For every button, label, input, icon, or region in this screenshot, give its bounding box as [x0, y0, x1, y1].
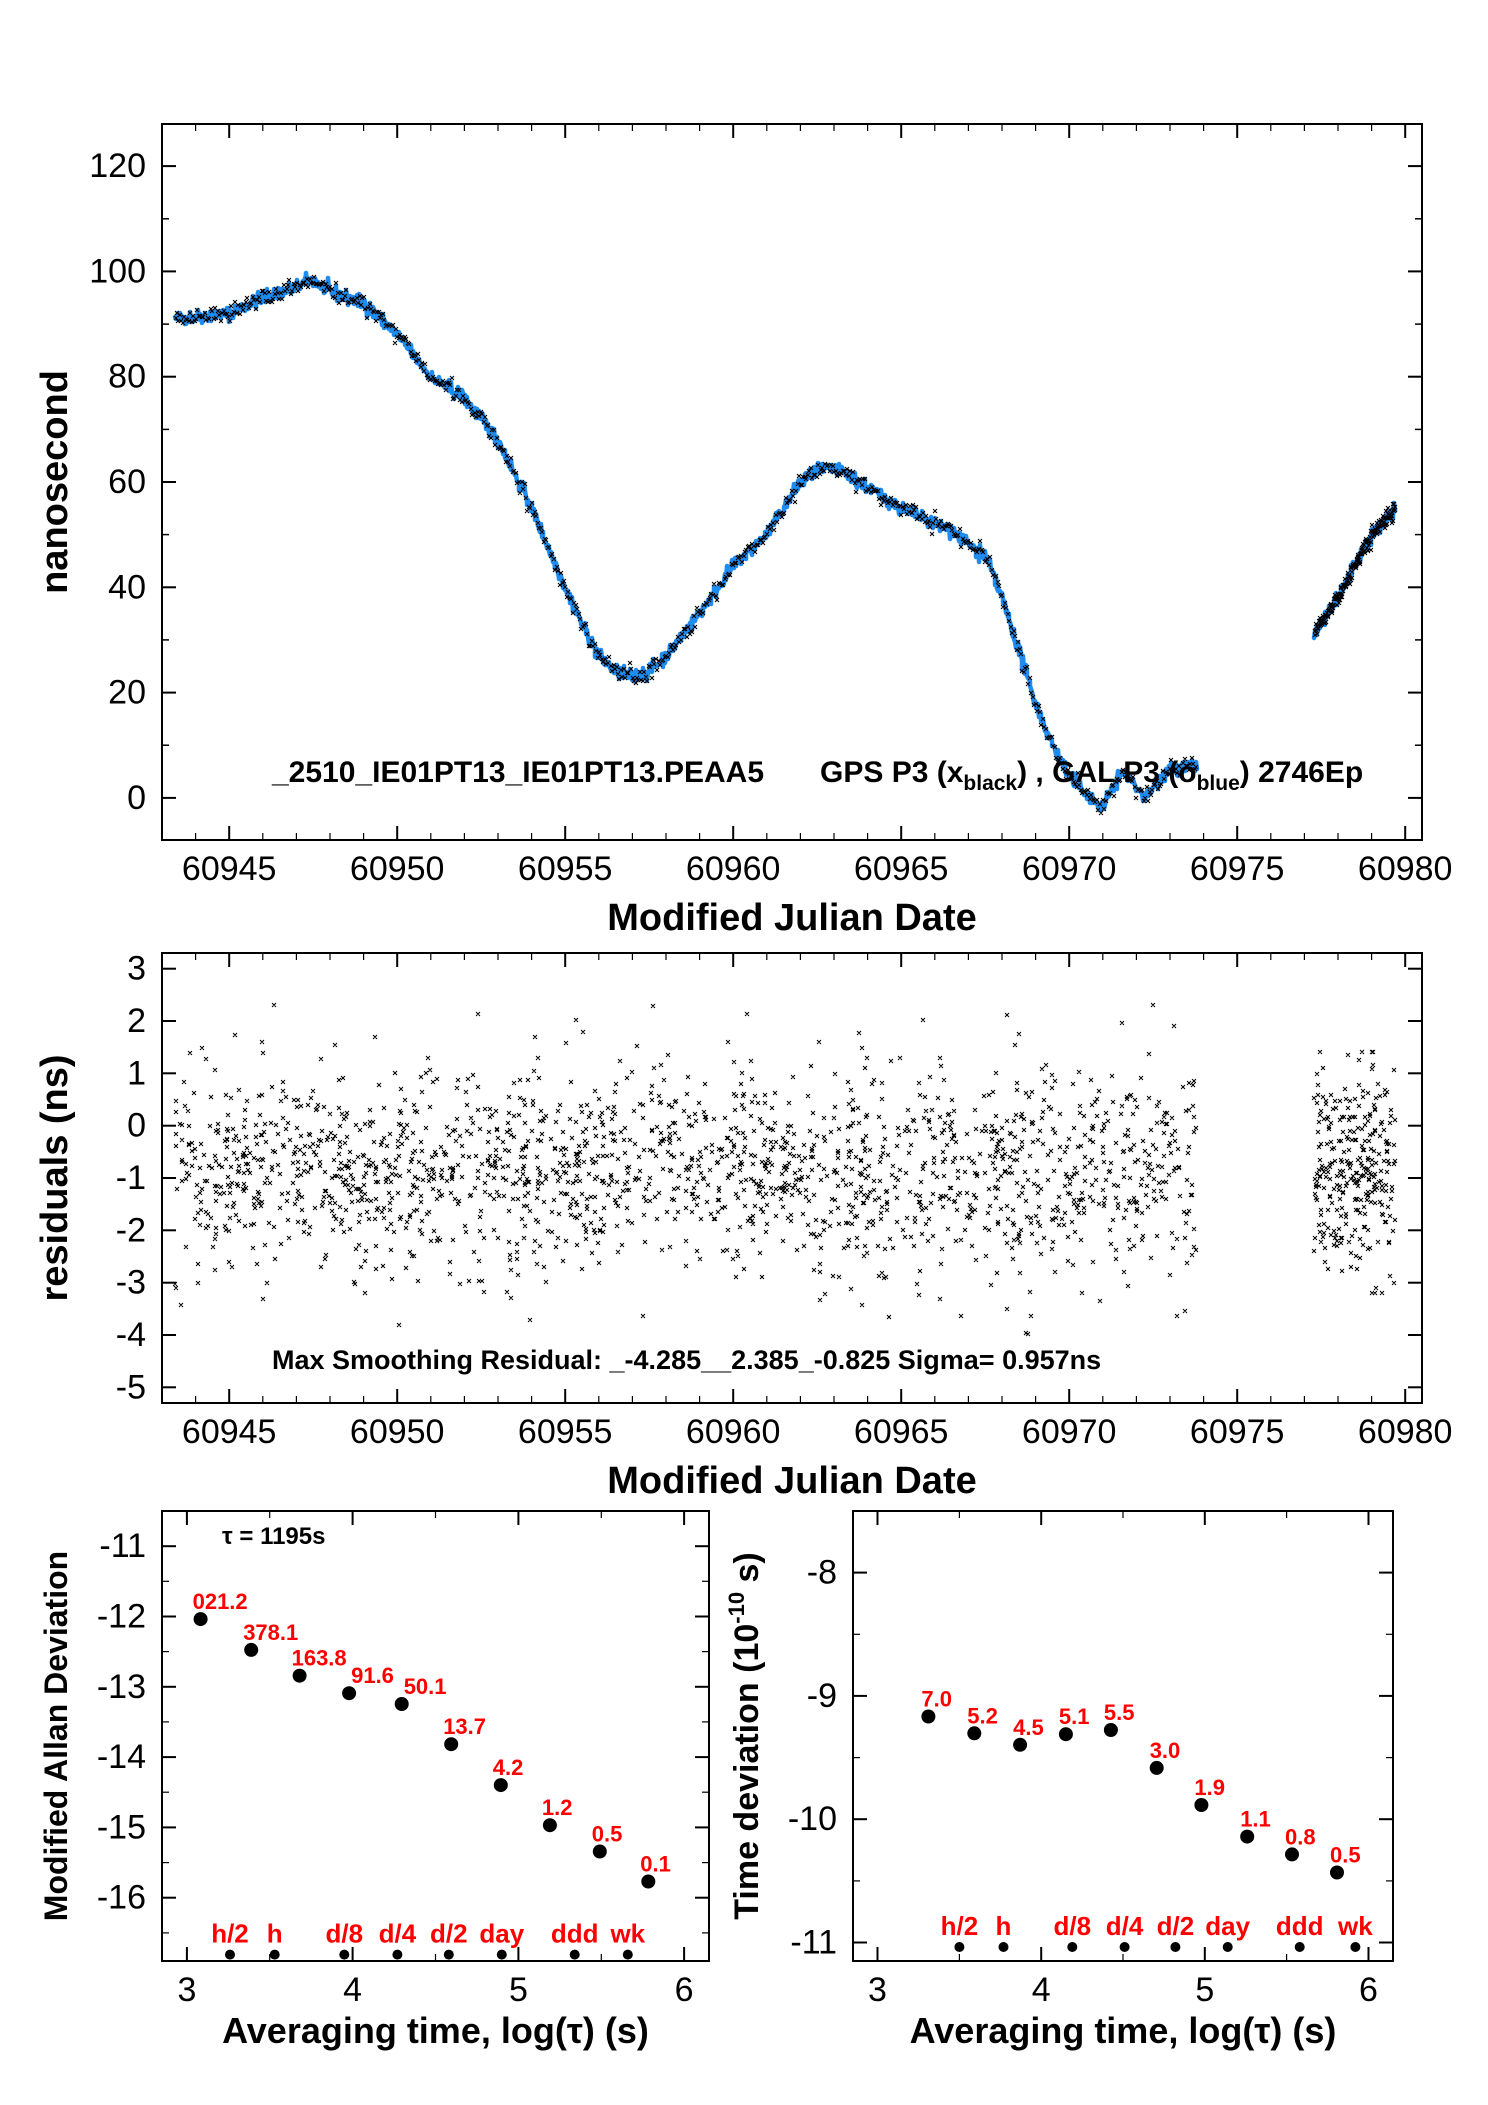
svg-text:0: 0 — [127, 779, 146, 817]
svg-text:-14: -14 — [97, 1738, 146, 1776]
svg-text:nanosecond: nanosecond — [34, 370, 76, 594]
svg-text:4: 4 — [1032, 1971, 1051, 2009]
svg-text:60965: 60965 — [854, 1413, 949, 1451]
svg-text:Max Smoothing Residual: _-4.28: Max Smoothing Residual: _-4.285__2.385_-… — [272, 1345, 1101, 1375]
svg-text:4.5: 4.5 — [1013, 1715, 1044, 1740]
svg-text:residuals (ns): residuals (ns) — [34, 1054, 76, 1301]
svg-text:3: 3 — [868, 1971, 887, 2009]
svg-text:378.1: 378.1 — [243, 1620, 298, 1645]
svg-text:60980: 60980 — [1358, 850, 1453, 888]
svg-text:5: 5 — [1195, 1971, 1214, 2009]
svg-text:5: 5 — [509, 1971, 528, 2009]
svg-text:120: 120 — [89, 147, 146, 185]
svg-text:20: 20 — [108, 674, 146, 712]
svg-text:3: 3 — [127, 950, 146, 988]
svg-text:60950: 60950 — [350, 1413, 445, 1451]
svg-text:-11: -11 — [99, 1527, 146, 1565]
svg-text:60955: 60955 — [518, 1413, 613, 1451]
svg-text:Averaging time, log(τ) (s): Averaging time, log(τ) (s) — [910, 2010, 1337, 2051]
svg-text:60975: 60975 — [1190, 1413, 1285, 1451]
svg-text:60: 60 — [108, 463, 146, 501]
svg-text:d/2: d/2 — [430, 1919, 468, 1949]
svg-text:1.2: 1.2 — [542, 1795, 573, 1820]
svg-text:h: h — [996, 1911, 1012, 1941]
svg-text:d/4: d/4 — [379, 1919, 417, 1949]
svg-text:-5: -5 — [116, 1368, 146, 1406]
svg-text:4: 4 — [343, 1971, 362, 2009]
svg-text:_2510_IE01PT13_IE01PT13.PEAA5: _2510_IE01PT13_IE01PT13.PEAA5 — [271, 756, 764, 789]
svg-text:-12: -12 — [97, 1598, 146, 1636]
svg-text:163.8: 163.8 — [292, 1646, 347, 1671]
svg-text:wk: wk — [1337, 1911, 1373, 1941]
svg-text:-2: -2 — [116, 1211, 146, 1249]
svg-text:60945: 60945 — [182, 850, 277, 888]
svg-text:3: 3 — [177, 1971, 196, 2009]
svg-text:-16: -16 — [97, 1879, 146, 1917]
svg-text:5.5: 5.5 — [1104, 1700, 1135, 1725]
svg-text:d/2: d/2 — [1157, 1911, 1195, 1941]
svg-text:1: 1 — [127, 1054, 146, 1092]
svg-text:ddd: ddd — [551, 1919, 599, 1949]
svg-text:60970: 60970 — [1022, 1413, 1117, 1451]
svg-text:60955: 60955 — [518, 850, 613, 888]
svg-text:40: 40 — [108, 568, 146, 606]
svg-text:0.1: 0.1 — [640, 1852, 671, 1877]
svg-text:d/8: d/8 — [1054, 1911, 1092, 1941]
svg-text:13.7: 13.7 — [443, 1714, 486, 1739]
svg-text:τ = 1195s: τ = 1195s — [222, 1523, 325, 1550]
svg-text:6: 6 — [675, 1971, 694, 2009]
svg-text:d/8: d/8 — [326, 1919, 364, 1949]
svg-text:-3: -3 — [116, 1264, 146, 1302]
svg-text:0.5: 0.5 — [1330, 1843, 1361, 1868]
svg-text:3.0: 3.0 — [1150, 1738, 1181, 1763]
svg-text:-11: -11 — [790, 1924, 837, 1962]
svg-text:-1: -1 — [116, 1159, 146, 1197]
svg-text:5.2: 5.2 — [967, 1703, 998, 1728]
svg-text:6: 6 — [1359, 1971, 1378, 2009]
svg-text:60965: 60965 — [854, 850, 949, 888]
svg-text:60960: 60960 — [686, 1413, 781, 1451]
svg-text:4.2: 4.2 — [493, 1755, 524, 1780]
svg-text:7.0: 7.0 — [921, 1687, 952, 1712]
svg-text:100: 100 — [89, 252, 146, 290]
svg-text:h: h — [267, 1919, 283, 1949]
svg-text:-8: -8 — [807, 1554, 837, 1592]
svg-text:60975: 60975 — [1190, 850, 1285, 888]
svg-text:day: day — [479, 1919, 524, 1949]
svg-text:60950: 60950 — [350, 850, 445, 888]
svg-text:day: day — [1205, 1911, 1250, 1941]
svg-text:h/2: h/2 — [941, 1911, 979, 1941]
svg-text:d/4: d/4 — [1106, 1911, 1144, 1941]
svg-text:-15: -15 — [97, 1808, 146, 1846]
svg-text:0.5: 0.5 — [592, 1822, 623, 1847]
svg-text:h/2: h/2 — [211, 1919, 249, 1949]
svg-text:-10: -10 — [788, 1800, 837, 1838]
svg-text:0: 0 — [127, 1107, 146, 1145]
svg-text:Averaging time, log(τ) (s): Averaging time, log(τ) (s) — [222, 2010, 649, 2051]
svg-text:021.2: 021.2 — [193, 1589, 248, 1614]
svg-text:50.1: 50.1 — [404, 1674, 447, 1699]
svg-text:5.1: 5.1 — [1059, 1704, 1090, 1729]
svg-text:60945: 60945 — [182, 1413, 277, 1451]
svg-text:60980: 60980 — [1358, 1413, 1453, 1451]
svg-text:2: 2 — [127, 1002, 146, 1040]
svg-text:-13: -13 — [97, 1668, 146, 1706]
svg-text:1.9: 1.9 — [1194, 1775, 1225, 1800]
svg-text:wk: wk — [609, 1919, 645, 1949]
svg-text:Modified Julian Date: Modified Julian Date — [607, 897, 976, 939]
svg-text:-9: -9 — [807, 1677, 837, 1715]
svg-text:ddd: ddd — [1276, 1911, 1324, 1941]
svg-text:60970: 60970 — [1022, 850, 1117, 888]
svg-text:1.1: 1.1 — [1240, 1807, 1271, 1832]
svg-text:Modified Allan Deviation: Modified Allan Deviation — [38, 1551, 74, 1921]
svg-text:Modified Julian Date: Modified Julian Date — [607, 1460, 976, 1502]
svg-text:80: 80 — [108, 358, 146, 396]
svg-text:91.6: 91.6 — [351, 1663, 394, 1688]
svg-text:-4: -4 — [116, 1316, 146, 1354]
svg-text:0.8: 0.8 — [1285, 1824, 1316, 1849]
svg-text:60960: 60960 — [686, 850, 781, 888]
